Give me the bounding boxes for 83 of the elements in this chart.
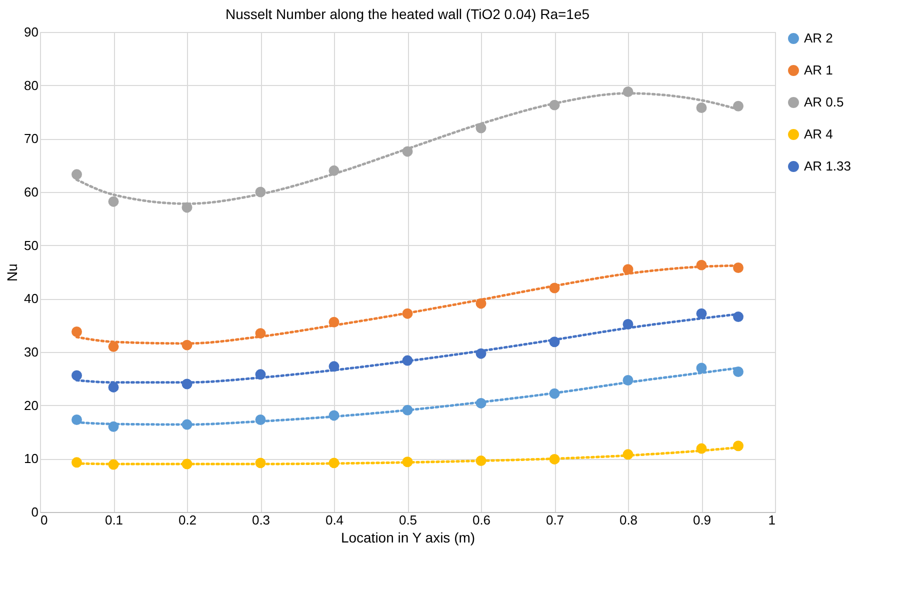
- point: [182, 202, 192, 213]
- point: [549, 454, 560, 464]
- y-tick-label: 30: [24, 344, 38, 360]
- x-tick-label: 0.9: [692, 512, 712, 528]
- point: [476, 348, 486, 359]
- legend-label: AR 4: [804, 126, 833, 142]
- point: [733, 100, 744, 112]
- point: [733, 312, 744, 322]
- point: [108, 196, 119, 207]
- point: [696, 443, 707, 454]
- point: [549, 336, 560, 348]
- point: [108, 382, 119, 392]
- point: [733, 262, 744, 273]
- point: [402, 355, 413, 366]
- x-tick-label: 1: [768, 512, 776, 528]
- point: [328, 361, 340, 372]
- x-tick-label: 0.6: [472, 512, 491, 528]
- point: [622, 449, 634, 460]
- point: [622, 264, 634, 275]
- point: [255, 414, 266, 425]
- point: [696, 308, 707, 319]
- point: [622, 375, 634, 386]
- point: [476, 398, 486, 408]
- point: [72, 457, 82, 468]
- legend-label: AR 0.5: [804, 94, 844, 110]
- point: [72, 326, 82, 337]
- point: [182, 378, 192, 390]
- point: [328, 316, 340, 328]
- y-axis-title: Nu: [4, 264, 20, 282]
- point: [108, 341, 119, 352]
- y-tick-label: 90: [24, 24, 38, 40]
- y-tick-label: 10: [24, 451, 38, 466]
- point: [72, 370, 82, 381]
- y-tick-label: 20: [24, 398, 38, 413]
- point: [476, 456, 486, 466]
- point: [255, 458, 266, 468]
- point: [328, 410, 340, 421]
- point: [549, 388, 560, 399]
- point: [402, 404, 413, 416]
- point: [255, 186, 266, 198]
- point: [696, 362, 707, 374]
- y-tick-label: 70: [24, 131, 38, 146]
- x-tick-label: 0.3: [252, 512, 270, 528]
- point: [402, 456, 413, 468]
- point: [182, 419, 192, 430]
- y-tick-label: 80: [24, 78, 38, 93]
- x-tick-label: 0.5: [398, 512, 418, 528]
- point: [328, 458, 340, 468]
- legend-label: AR 1.33: [804, 158, 851, 174]
- point: [476, 122, 486, 134]
- point: [696, 260, 707, 270]
- y-tick-label: 50: [24, 238, 38, 253]
- y-tick-label: 40: [24, 291, 38, 306]
- point: [476, 298, 486, 309]
- x-tick-label: 0.7: [546, 512, 564, 528]
- point: [72, 169, 82, 180]
- point: [72, 414, 82, 425]
- point: [402, 146, 413, 157]
- point: [696, 102, 707, 113]
- chart-title: Nusselt Number along the heated wall (TiO2 0.04) Ra=1e5: [225, 6, 590, 22]
- x-axis-title: Location in Y axis (m): [340, 530, 476, 546]
- point: [328, 165, 340, 176]
- point: [182, 458, 192, 470]
- point: [622, 319, 634, 330]
- legend-label: AR 2: [804, 30, 833, 46]
- x-tick-label: 0.2: [178, 512, 197, 528]
- x-tick-label: 0.1: [104, 512, 124, 528]
- x-tick-label: 0.8: [619, 512, 638, 528]
- legend-label: AR 1: [804, 62, 833, 78]
- point: [622, 86, 634, 97]
- y-tick-label: 60: [24, 184, 38, 200]
- point: [733, 440, 744, 452]
- point: [255, 369, 266, 380]
- point: [549, 100, 560, 110]
- point: [108, 421, 119, 432]
- point: [182, 340, 192, 350]
- x-tick-label: 0: [40, 512, 48, 528]
- point: [549, 282, 560, 294]
- point: [402, 308, 413, 319]
- point: [108, 459, 119, 470]
- x-tick-label: 0.4: [325, 512, 344, 528]
- point: [255, 328, 266, 339]
- point: [733, 366, 744, 377]
